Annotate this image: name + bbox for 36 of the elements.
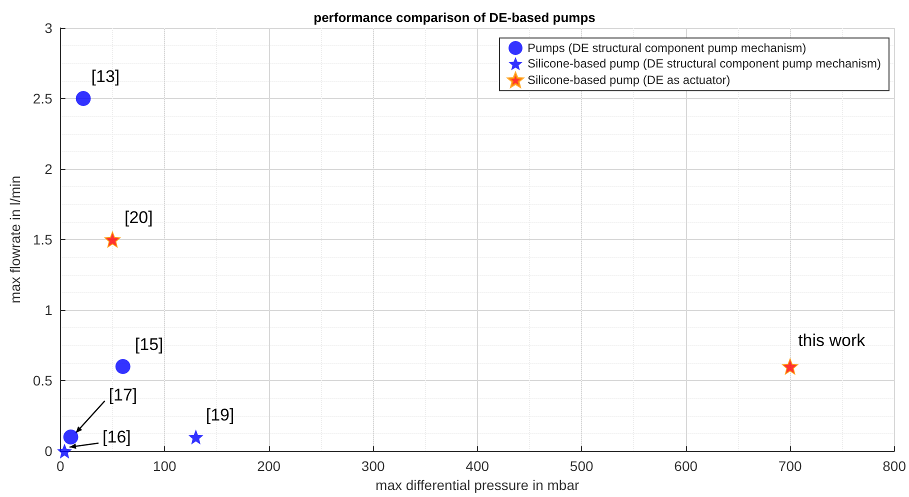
point [782,358,798,374]
x-tick-label: 300 [361,458,385,474]
x-tick-label: 500 [570,458,594,474]
annotation: [17] [108,385,138,404]
x-tick-label: 0 [56,458,64,474]
point [104,232,120,248]
x-tick-label: 200 [257,458,281,474]
legend-label: Silicone-based pump (DE as actuator) [528,72,730,87]
point [115,358,130,374]
point [188,429,204,444]
y-tick-label: 3 [44,20,53,36]
legend-label: Pumps (DE structural component pump mechanism) [528,41,806,55]
annotation: [16] [102,428,131,447]
x-tick-label: 100 [152,458,176,474]
legend-label: Silicone-based pump (DE structural component pump mechanism) [528,56,882,71]
chart-title: performance comparison of DE-based pumps [314,10,596,25]
x-tick-label: 400 [466,458,490,474]
point [76,91,91,106]
point [63,430,78,444]
annotation: [13] [91,67,120,86]
annotation: [19] [206,405,234,424]
y-tick-label: 1.5 [32,232,53,248]
annotation: [15] [134,334,164,354]
point [57,444,72,459]
y-tick-label: 0 [44,443,53,460]
y-tick-label: 2.5 [32,90,53,107]
annotation: [20] [124,208,153,228]
y-tick-label: 0.5 [32,372,53,389]
y-tick-label: 1 [44,302,53,318]
y-axis-title: max flowrate in l/min [7,176,23,304]
x-axis-title: max differential pressure in mbar [376,477,580,493]
x-tick-label: 600 [674,458,698,474]
y-tick-label: 2 [44,161,53,178]
x-tick-label: 700 [778,458,802,474]
x-tick-label: 800 [882,458,906,474]
annotation: this work [798,330,866,350]
